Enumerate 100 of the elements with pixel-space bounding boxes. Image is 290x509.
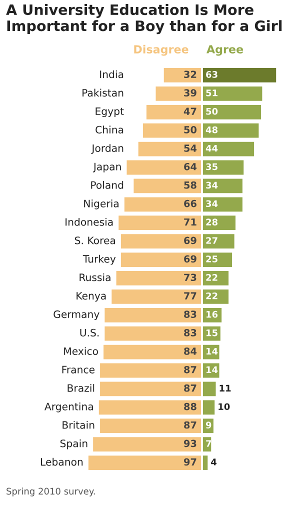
y-tick-label: Argentina [44,402,93,412]
bar [116,271,201,286]
bar [142,123,201,138]
data-label: 83 [184,329,196,336]
y-tick-label: France [62,366,94,374]
bar [124,197,201,212]
y-tick-label: S. Korea [74,236,116,244]
bar [203,234,234,249]
bar [134,178,201,194]
data-label: 88 [184,402,196,410]
bar [118,216,201,230]
y-tick-label: Russia [80,273,110,282]
series-label: Disagree [134,44,188,56]
y-tick-label: Spain [60,439,88,450]
y-tick-label: Britain [62,420,94,429]
data-label: 44 [206,144,218,152]
data-label: 39 [184,89,196,97]
data-label: 93 [184,440,196,448]
data-label: 22 [206,292,218,300]
bar [203,382,216,396]
data-label: 34 [206,200,218,208]
y-tick-label: India [100,70,124,78]
data-label: 51 [206,90,218,96]
data-label: 54 [184,144,197,152]
bar [93,437,201,452]
data-label: 87 [184,384,196,392]
data-label: 87 [184,366,196,374]
bar [120,252,201,267]
data-label: 50 [206,108,218,115]
bar [98,400,201,415]
data-label: 97 [184,458,196,466]
data-label: 50 [184,126,197,134]
bar [164,68,201,82]
data-label: 25 [206,256,218,262]
y-tick-label: China [96,126,124,134]
y-tick-label: U.S. [80,328,99,337]
y-tick-label: Japan [92,162,121,172]
bar [203,160,244,175]
data-label: 14 [206,366,218,373]
data-label: 4 [211,458,217,466]
data-label: 69 [184,255,196,263]
y-tick-label: Pakistan [82,88,124,97]
bar [100,418,201,434]
data-label: 22 [206,274,218,281]
bar [126,160,201,175]
bar [203,86,262,101]
data-label: 87 [184,421,196,429]
data-label: 77 [184,292,196,300]
data-label: 73 [184,274,196,282]
y-tick-label: Egypt [96,108,124,118]
bar [203,252,232,267]
data-label: 63 [206,71,218,78]
y-tick-label: Poland [91,181,124,189]
bar [203,216,236,230]
bar [203,142,254,156]
data-label: 11 [220,384,231,392]
data-label: 69 [184,236,196,244]
y-tick-label: Lebanon [41,458,83,466]
bar [156,86,201,101]
y-tick-label: Jordan [91,144,124,154]
bar [100,363,201,378]
data-label: 64 [184,162,197,170]
bar [104,344,201,360]
data-label: 58 [184,181,196,189]
bar [120,234,201,249]
y-tick-label: Kenya [76,292,106,302]
data-label: 71 [184,218,196,226]
bar [203,271,229,286]
y-tick-label: Nigeria [84,200,118,210]
y-tick-label: Mexico [64,347,98,355]
data-label: 48 [206,126,218,134]
bar [104,326,201,341]
bar [104,308,201,322]
data-label: 84 [184,348,197,355]
bar [203,289,229,304]
data-label: 83 [184,310,196,318]
data-label: 35 [206,163,218,170]
bar [100,382,201,396]
data-label: 16 [206,310,218,318]
data-label: 27 [206,237,218,244]
bar [138,142,201,156]
bar [203,400,215,415]
data-label: 9 [206,422,212,428]
series-label: Agree [206,45,244,56]
bar [203,178,242,194]
chart-title: A University Education Is More Important for a Boy than for a Girl [6,4,282,34]
y-tick-label: Turkey [82,254,116,265]
bar [203,123,259,138]
data-label: 10 [218,403,230,410]
text: Spring 2010 survey. [6,488,95,496]
bar [112,289,201,304]
data-label: 32 [184,70,196,78]
bar [203,68,276,82]
data-label: 15 [206,330,218,336]
bar [203,104,262,120]
data-label: 28 [206,218,218,226]
y-tick-label: Germany [54,310,100,320]
y-tick-label: Brazil [68,384,94,392]
data-label: 66 [184,200,196,208]
data-label: 34 [206,182,218,189]
